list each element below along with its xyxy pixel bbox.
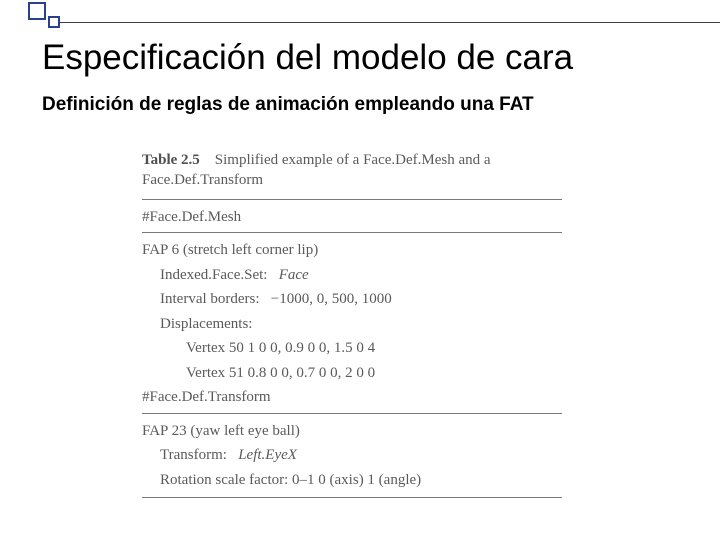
fap6-intervals-label: Interval borders: bbox=[160, 291, 260, 307]
section-facedeftransform: #Face.Def.Transform bbox=[142, 386, 562, 409]
decorative-square-small bbox=[48, 16, 60, 28]
fap23-rotation: Rotation scale factor: 0–1 0 (axis) 1 (a… bbox=[142, 469, 562, 492]
section2-header: #Face.Def.Transform bbox=[142, 386, 562, 409]
table-excerpt: Table 2.5 Simplified example of a Face.D… bbox=[142, 150, 562, 504]
slide-subtitle: Definición de reglas de animación emplea… bbox=[42, 94, 534, 116]
decorative-square-large bbox=[28, 2, 46, 20]
fap23-transform-label: Transform: bbox=[160, 447, 227, 463]
slide-title: Especificación del modelo de cara bbox=[42, 38, 573, 78]
fap23-transform-value: Left.EyeX bbox=[238, 447, 297, 463]
table-caption: Table 2.5 Simplified example of a Face.D… bbox=[142, 150, 562, 191]
fap6-intervals: Interval borders: −1000, 0, 500, 1000 bbox=[142, 288, 562, 311]
fap6-faceset: Indexed.Face.Set: Face bbox=[142, 264, 562, 287]
table-rule-bottom bbox=[142, 497, 562, 498]
section1-header: #Face.Def.Mesh bbox=[142, 206, 562, 229]
fap6-intervals-value: −1000, 0, 500, 1000 bbox=[271, 291, 392, 307]
fap6-faceset-value: Face bbox=[279, 267, 309, 283]
fap6-vertex-50: Vertex 50 1 0 0, 0.9 0 0, 1.5 0 4 bbox=[142, 337, 562, 360]
fap23-block: FAP 23 (yaw left eye ball) Transform: Le… bbox=[142, 420, 562, 492]
section-facedefmesh: #Face.Def.Mesh bbox=[142, 206, 562, 229]
fap23-transform: Transform: Left.EyeX bbox=[142, 444, 562, 467]
table-rule-mid2 bbox=[142, 413, 562, 414]
decorative-header-line bbox=[60, 22, 720, 23]
table-rule-top bbox=[142, 199, 562, 200]
table-caption-lead: Table 2.5 bbox=[142, 152, 200, 168]
fap23-title: FAP 23 (yaw left eye ball) bbox=[142, 420, 562, 443]
fap6-displacements-label: Displacements: bbox=[142, 313, 562, 336]
fap6-title: FAP 6 (stretch left corner lip) bbox=[142, 239, 562, 262]
table-rule-mid1 bbox=[142, 232, 562, 233]
fap6-faceset-label: Indexed.Face.Set: bbox=[160, 267, 267, 283]
fap6-vertex-51: Vertex 51 0.8 0 0, 0.7 0 0, 2 0 0 bbox=[142, 362, 562, 385]
slide: Especificación del modelo de cara Defini… bbox=[0, 0, 720, 540]
fap6-block: FAP 6 (stretch left corner lip) Indexed.… bbox=[142, 239, 562, 384]
